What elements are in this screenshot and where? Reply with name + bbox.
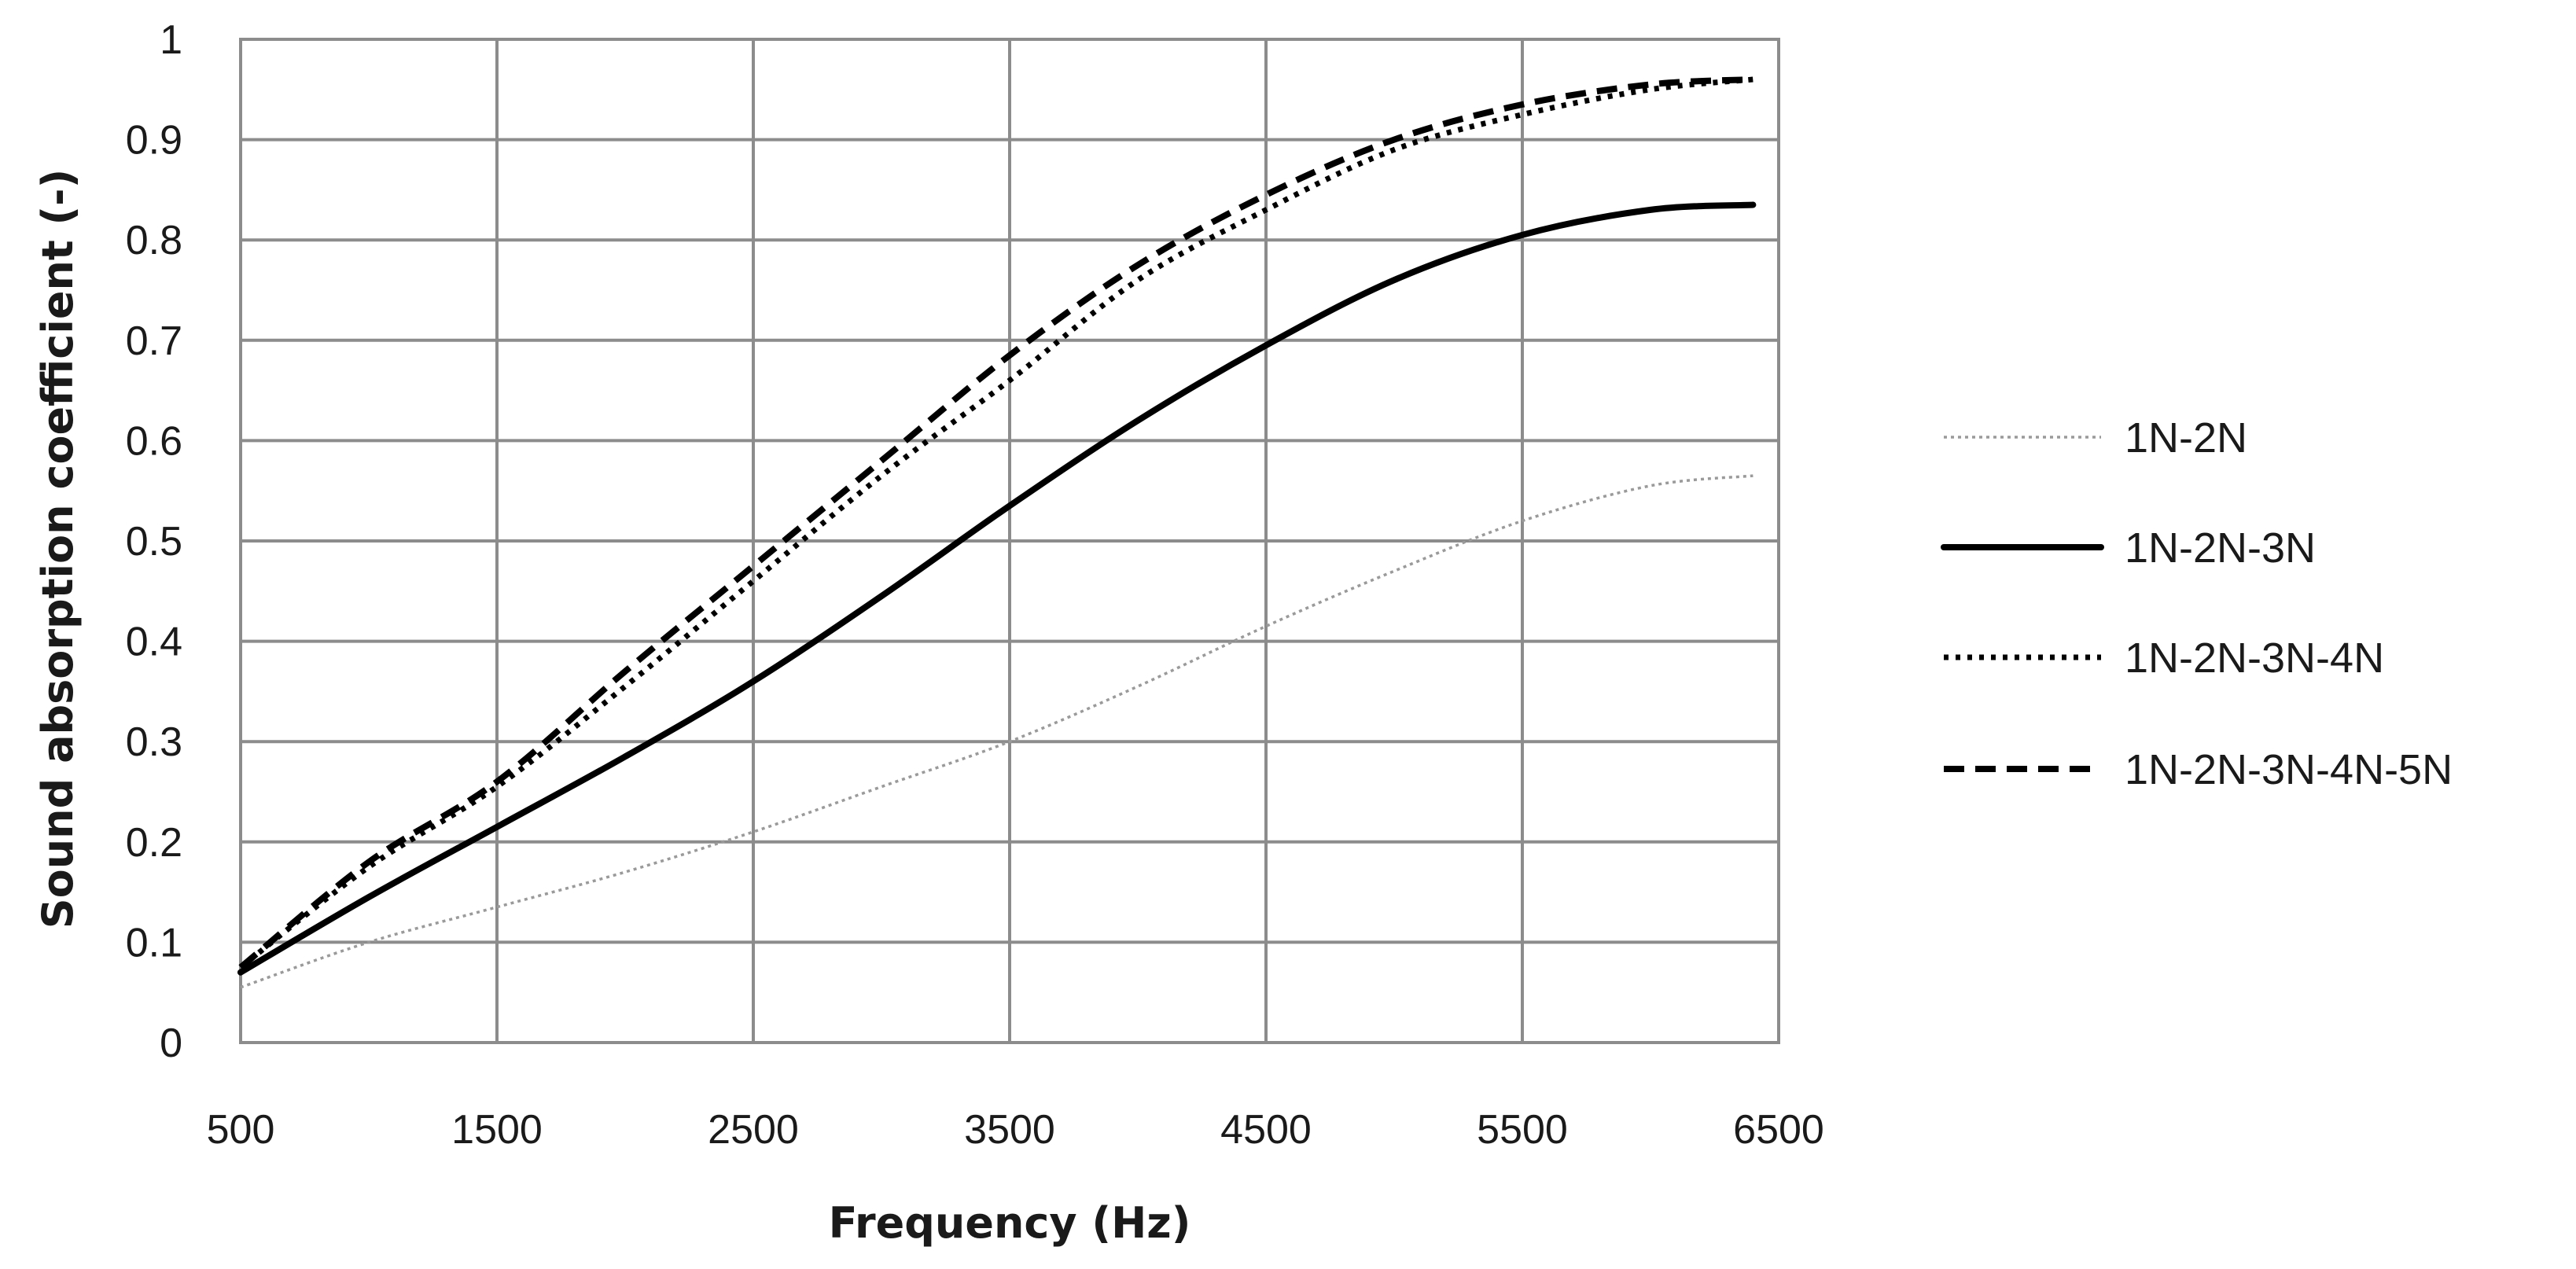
x-tick-label: 5500 <box>1477 1107 1568 1153</box>
legend-label: 1N-2N-3N-4N <box>2125 634 2384 682</box>
legend-label: 1N-2N <box>2125 414 2247 462</box>
x-axis-ticks: 500 1500 2500 3500 4500 5500 6500 <box>207 1107 1824 1153</box>
plot-area-frame <box>239 38 1780 1044</box>
x-tick-label: 500 <box>207 1107 275 1153</box>
y-tick-label: 0.2 <box>126 820 182 866</box>
y-axis-ticks: 0 0.1 0.2 0.3 0.4 0.5 0.6 0.7 0.8 0.9 1 <box>126 17 182 1066</box>
x-tick-label: 6500 <box>1733 1107 1824 1153</box>
x-tick-label: 3500 <box>964 1107 1055 1153</box>
series-line-1N-2N-3N <box>237 201 1757 976</box>
x-tick-label: 2500 <box>708 1107 799 1153</box>
y-tick-label: 0.7 <box>126 318 182 364</box>
x-tick-label: 1500 <box>451 1107 543 1153</box>
legend: 1N-2N 1N-2N-3N 1N-2N-3N-4N 1N-2N-3N-4N-5N <box>1941 414 2453 793</box>
y-tick-label: 1 <box>160 17 182 63</box>
legend-label: 1N-2N-3N <box>2125 524 2316 572</box>
y-tick-label: 0.6 <box>126 418 182 464</box>
x-tick-label: 4500 <box>1220 1107 1312 1153</box>
series-line-1N-2N <box>240 474 1754 989</box>
y-tick-label: 0.9 <box>126 118 182 164</box>
y-tick-label: 0.1 <box>126 920 182 966</box>
y-axis-title: Sound absorption coefficient (-) <box>33 169 83 929</box>
grid <box>239 38 1780 1044</box>
legend-label: 1N-2N-3N-4N-5N <box>2125 746 2453 793</box>
y-tick-label: 0.5 <box>126 519 182 565</box>
y-tick-label: 0.4 <box>126 620 182 665</box>
series-line-1N-2N-3N-4N <box>238 76 1754 970</box>
series-line-1N-2N-3N-4N-5N <box>238 76 1754 970</box>
y-tick-label: 0 <box>160 1021 182 1066</box>
x-axis-title: Frequency (Hz) <box>829 1198 1191 1248</box>
y-tick-label: 0.8 <box>126 218 182 263</box>
series-layer <box>237 76 1757 989</box>
y-tick-label: 0.3 <box>126 719 182 765</box>
